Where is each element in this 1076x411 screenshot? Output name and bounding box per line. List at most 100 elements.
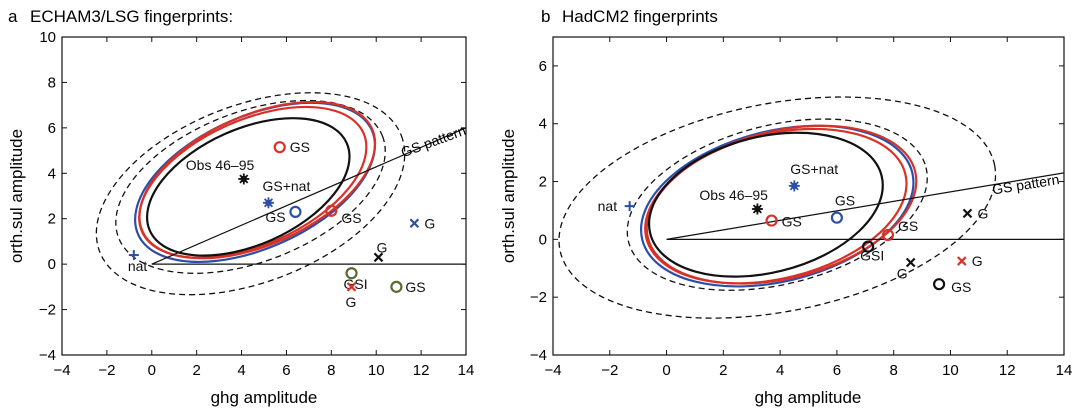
panel-a-point-label: G	[376, 239, 387, 255]
panel-a-point-star	[262, 197, 274, 209]
panel-a-ytick-label: 2	[48, 211, 56, 228]
panel-b-xtick-label: 12	[999, 362, 1016, 379]
panel-b-point-plus	[624, 201, 635, 212]
panel-b-reference-line	[666, 172, 1064, 240]
panel-a-clipped-marks	[95, 92, 466, 296]
panel-a-ytick-label: −4	[39, 347, 56, 364]
panel-b-ytick-label: −4	[530, 347, 547, 364]
panel-b-xtick-label: 2	[719, 362, 727, 379]
panel-a-xtick-label: 4	[237, 362, 245, 379]
panel-b-point-label: GSI	[860, 248, 884, 264]
panel-b-point-label: nat	[598, 198, 618, 214]
panel-a-confidence-ellipse	[115, 99, 386, 274]
panel-a-point-label: GS	[265, 209, 285, 225]
panel-a-point-label: nat	[128, 258, 148, 274]
panel-b-xtick-label: 8	[889, 362, 897, 379]
panel-b-point-label: GS+nat	[790, 161, 838, 177]
panel-b: b HadCM2 fingerprints −4 −2 0 2 4 6 8 10 12 14−4−…	[499, 7, 1072, 407]
panel-a-point-cross	[373, 252, 384, 263]
panel-a-xtick-label: 14	[458, 362, 475, 379]
panel-a-confidence-ellipse	[145, 117, 351, 257]
panel-a-ytick-label: 8	[48, 74, 56, 91]
panel-b-ylabel: orth.sul amplitude	[499, 129, 518, 263]
panel-b-xtick-label: 4	[776, 362, 784, 379]
panel-a-point-cross	[409, 218, 420, 229]
panel-a-point-label: G	[346, 294, 357, 310]
panel-b-xtick-label: 6	[833, 362, 841, 379]
panel-b-point-label: G	[972, 253, 983, 269]
panel-b-xtick-label: 14	[1056, 362, 1073, 379]
panel-b-point-circle	[862, 240, 875, 253]
panel-a-ytick-label: 0	[48, 256, 56, 273]
panel-b-point-label: G	[977, 205, 988, 221]
panel-b-plot-content: −4 −2 0 2 4 6 8 10 12 14 −4 −2 0 2 4 6 Obs 46–95 GS+nat na…	[530, 37, 1072, 379]
panel-a-point-label: G	[424, 215, 435, 231]
panel-b-ytick-label: 6	[539, 58, 547, 75]
panel-a-xtick-label: 0	[148, 362, 156, 379]
panel-b-confidence-ellipse	[626, 118, 928, 291]
panel-b-ytick-label: −2	[530, 289, 547, 306]
panel-a-title: ECHAM3/LSG fingerprints:	[30, 7, 233, 26]
panel-a: a ECHAM3/LSG fingerprints: −4 −2 0 2 4 6 8 10 12…	[7, 7, 474, 407]
panel-a-reference-line	[151, 127, 466, 265]
panel-a-point-label: GS	[341, 210, 361, 226]
panel-a-ytick-label: 10	[39, 29, 56, 46]
panel-b-point-label: G	[897, 265, 908, 281]
panel-b-ytick-label: 0	[539, 231, 547, 248]
panel-b-confidence-ellipse	[645, 124, 918, 285]
panel-a-xtick-label: 8	[327, 362, 335, 379]
panel-a-plot-content: −4 −2 0 2 4 6 8 10 12 14 −4 −2 0 2 4 6 8 10 Obs 46–95 GS+na…	[39, 29, 474, 379]
panel-b-point-circle	[932, 278, 946, 291]
panel-a-ylabel: orth.sul amplitude	[7, 129, 26, 263]
panel-a-point-circle	[289, 205, 302, 218]
panel-b-point-label: GS	[782, 214, 802, 230]
panel-a-point-circle	[390, 280, 403, 293]
panel-b-point-star	[751, 203, 763, 215]
panel-a-point-circle	[325, 204, 338, 217]
panel-b-point-label: GS	[951, 279, 971, 295]
panel-b-point-circle	[765, 214, 778, 227]
panel-b-point-label: GS	[898, 218, 918, 234]
panel-a-xlabel: ghg amplitude	[211, 388, 318, 407]
panel-a-point-label: Obs 46–95	[186, 157, 255, 173]
panel-b-point-star	[788, 180, 800, 192]
panel-b-plot-frame	[552, 36, 1065, 356]
panel-b-xtick-label: 0	[662, 362, 670, 379]
panel-a-confidence-ellipse	[138, 105, 368, 259]
panel-b-confidence-ellipse	[647, 131, 884, 278]
panel-a-xtick-label: 10	[368, 362, 385, 379]
panel-b-gs-pattern-label: GS pattern	[991, 171, 1060, 197]
panel-a-point-label: GS	[405, 279, 425, 295]
panel-b-confidence-ellipse	[639, 124, 915, 288]
panel-a-point-circle	[273, 141, 286, 154]
panel-b-ytick-label: 4	[539, 116, 547, 133]
panel-b-point-label: Obs 46–95	[699, 187, 768, 203]
panel-b-letter: b	[541, 7, 550, 26]
panel-a-point-star	[238, 173, 250, 185]
panel-a-plot-frame	[61, 36, 467, 356]
panel-b-xtick-label: 10	[942, 362, 959, 379]
panel-a-ytick-label: −2	[39, 302, 56, 319]
panel-a-xtick-label: 12	[413, 362, 430, 379]
panel-a-xtick-label: 6	[282, 362, 290, 379]
panel-a-point-plus	[128, 250, 139, 261]
panel-b-point-circle	[830, 211, 843, 224]
panel-a-xtick-label: −4	[53, 362, 70, 379]
panel-a-confidence-ellipse	[138, 100, 377, 260]
panel-a-confidence-ellipse	[95, 92, 406, 296]
panel-a-gs-pattern-label: GS pattern	[399, 122, 468, 160]
panel-a-point-circle	[345, 267, 358, 280]
panel-a-confidence-ellipse	[134, 101, 377, 264]
panel-b-xtick-label: −4	[544, 362, 561, 379]
panel-b-ytick-label: 2	[539, 174, 547, 191]
panel-a-point-cross	[346, 282, 357, 292]
panel-b-confidence-ellipse	[558, 96, 997, 319]
panel-a-ytick-label: 6	[48, 120, 56, 137]
panel-b-point-circle	[881, 228, 895, 242]
panel-b-clipped-marks	[558, 96, 1064, 319]
panel-a-ytick-label: 4	[48, 165, 56, 182]
panel-b-point-cross	[957, 256, 967, 266]
panel-a-xtick-label: −2	[98, 362, 115, 379]
panel-a-point-label: GS	[290, 139, 310, 155]
